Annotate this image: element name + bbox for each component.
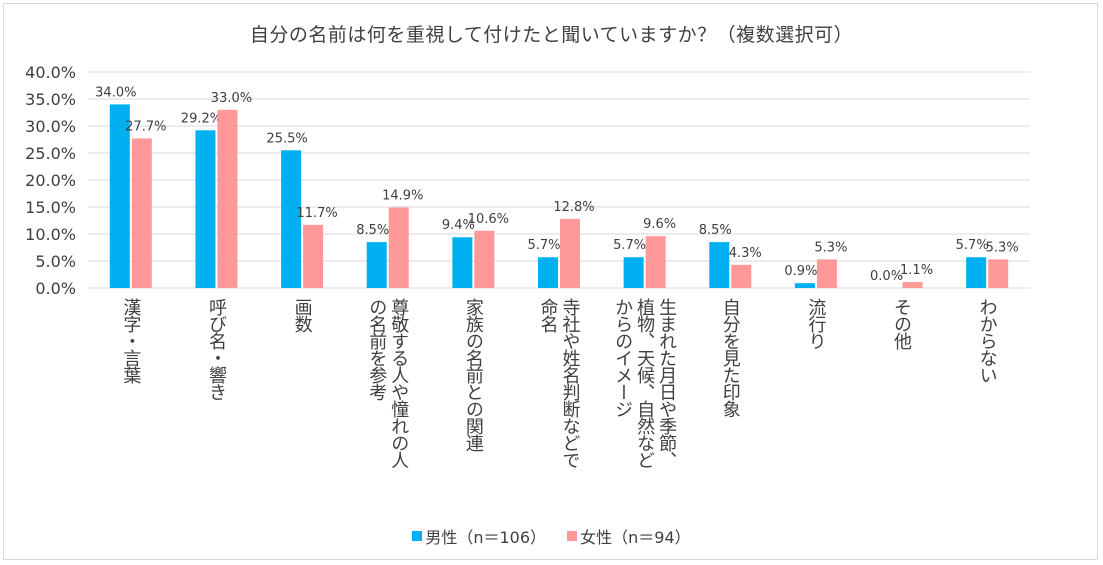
- category-label: わからない: [977, 298, 998, 383]
- bar-male: [366, 242, 387, 288]
- data-label-female: 1.1%: [900, 263, 933, 278]
- data-label-female: 10.6%: [468, 212, 509, 227]
- bar-male: [195, 130, 216, 288]
- data-label-female: 12.8%: [553, 200, 594, 215]
- data-label-male: 5.7%: [613, 238, 646, 253]
- y-tick-label: 30.0%: [25, 117, 76, 136]
- bar-male: [109, 104, 130, 289]
- bar-female: [731, 264, 752, 288]
- legend-swatch-male: [412, 531, 423, 541]
- data-label-male: 29.2%: [181, 111, 222, 126]
- bar-female: [303, 224, 324, 288]
- data-label-female: 5.3%: [814, 240, 847, 255]
- data-label-male: 9.4%: [442, 218, 475, 233]
- data-label-female: 9.6%: [643, 217, 676, 232]
- y-tick-label: 5.0%: [35, 252, 76, 271]
- bar-female: [474, 230, 495, 288]
- data-label-male: 8.5%: [699, 223, 732, 238]
- bar-male: [281, 150, 302, 288]
- data-label-male: 34.0%: [95, 85, 136, 100]
- data-label-male: 0.0%: [870, 269, 903, 284]
- bar-female: [816, 259, 837, 288]
- bar-male: [966, 257, 987, 288]
- data-label-female: 5.3%: [986, 240, 1019, 255]
- y-tick-label: 10.0%: [25, 225, 76, 244]
- bar-female: [645, 236, 666, 288]
- category-label: からのイメージ: [612, 298, 633, 417]
- category-label: 画数: [292, 298, 313, 333]
- data-label-female: 27.7%: [125, 119, 166, 134]
- bar-female: [217, 109, 238, 288]
- bar-female: [560, 218, 580, 288]
- bar-male: [709, 242, 730, 288]
- data-label-male: 5.7%: [527, 238, 560, 253]
- data-label-female: 4.3%: [729, 246, 762, 261]
- y-tick-label: 40.0%: [25, 63, 76, 82]
- data-label-male: 5.7%: [956, 238, 989, 253]
- data-label-female: 14.9%: [382, 189, 423, 204]
- legend-item-female: 女性（n＝94）: [567, 524, 691, 548]
- bar-female: [902, 282, 923, 288]
- legend-item-male: 男性（n＝106）: [412, 524, 546, 548]
- category-label: 生まれた月日や季節、: [656, 298, 677, 468]
- data-label-male: 25.5%: [266, 131, 307, 146]
- y-tick-label: 20.0%: [25, 171, 76, 190]
- data-label-male: 8.5%: [356, 223, 389, 238]
- bar-male: [538, 257, 558, 288]
- category-label: 植物、天候、自然など: [634, 298, 655, 468]
- data-label-female: 33.0%: [211, 91, 252, 106]
- legend: 男性（n＝106） 女性（n＝94）: [0, 524, 1103, 548]
- legend-label-male: 男性（n＝106）: [425, 528, 547, 547]
- bar-chart: 0.0% 5.0% 10.0% 15.0% 20.0% 25.0% 30.0% 35.0% 40…: [25, 63, 1030, 468]
- category-label: 流行り: [805, 298, 826, 349]
- legend-label-female: 女性（n＝94）: [580, 528, 691, 547]
- category-label: 家族の名前との関連: [463, 298, 484, 452]
- category-label: 自分を見た印象: [720, 298, 741, 418]
- bar-female: [388, 207, 409, 288]
- data-label-female: 11.7%: [296, 206, 337, 221]
- category-label: の名前を参考: [366, 298, 387, 401]
- category-label: 寺社や姓名判断などで: [560, 298, 581, 468]
- y-tick-label: 0.0%: [35, 279, 76, 298]
- chart-title: 自分の名前は何を重視して付けたと聞いていますか？（複数選択可）: [249, 24, 854, 46]
- bar-male: [452, 237, 473, 288]
- data-label-male: 0.9%: [784, 264, 817, 279]
- y-tick-label: 25.0%: [25, 144, 76, 163]
- y-tick-label: 35.0%: [25, 90, 76, 109]
- y-tick-label: 15.0%: [25, 198, 76, 217]
- bar-male: [794, 283, 815, 288]
- category-label: その他: [891, 298, 912, 350]
- category-label: 命名: [538, 298, 559, 333]
- legend-swatch-female: [567, 531, 578, 541]
- bar-female: [988, 259, 1009, 288]
- bar-male: [623, 257, 644, 288]
- category-label: 尊敬する人や憧れの人: [388, 298, 409, 468]
- bar-female: [131, 138, 152, 288]
- category-label: 漢字・言葉: [120, 298, 141, 384]
- category-label: 呼び名・響き: [206, 298, 227, 400]
